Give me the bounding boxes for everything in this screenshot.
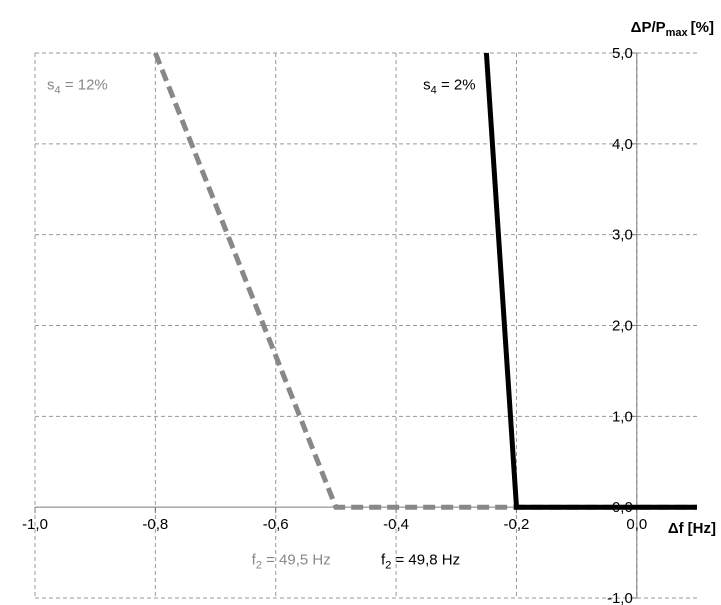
- series-line-0: [153, 52, 697, 510]
- y-tick-label-1: 4,0: [612, 136, 633, 153]
- x-tick-label-4: -0,2: [504, 516, 530, 533]
- x-axis-title: Δf [Hz]: [668, 520, 716, 537]
- y-tick-label-6: -1,0: [607, 590, 633, 605]
- y-tick-label-0: 5,0: [612, 45, 633, 62]
- series-group: [153, 52, 697, 510]
- grid: [34, 52, 697, 599]
- annotation-s4-12: s4 = 12%: [47, 76, 108, 96]
- tick-labels: 5,0 4,0 3,0 2,0 1,0 0,0 -1,0 -1,0 -0,8 -0,6 -0,4 -0…: [22, 45, 647, 605]
- y-tick-label-5: 0,0: [612, 499, 633, 516]
- y-tick-label-4: 1,0: [612, 408, 633, 425]
- x-tick-label-2: -0,6: [263, 516, 289, 533]
- x-tick-label-1: -0,8: [142, 516, 168, 533]
- y-tick-label-3: 2,0: [612, 318, 633, 335]
- x-tick-label-3: -0,4: [383, 516, 409, 533]
- annotation-f2-498: f2 = 49,8 Hz: [381, 551, 460, 571]
- y-axis-title: ΔP/Pmax [%]: [631, 19, 714, 39]
- annotation-s4-2: s4 = 2%: [423, 76, 475, 96]
- x-tick-label-5: 0,0: [626, 516, 647, 533]
- y-tick-label-2: 3,0: [612, 227, 633, 244]
- annotations: s4 = 12% s4 = 2% f2 = 49,5 Hz f2 = 49,8 Hz: [47, 76, 476, 571]
- series-line-1: [483, 52, 697, 510]
- x-tick-label-0: -1,0: [22, 516, 48, 533]
- annotation-f2-495: f2 = 49,5 Hz: [252, 551, 331, 571]
